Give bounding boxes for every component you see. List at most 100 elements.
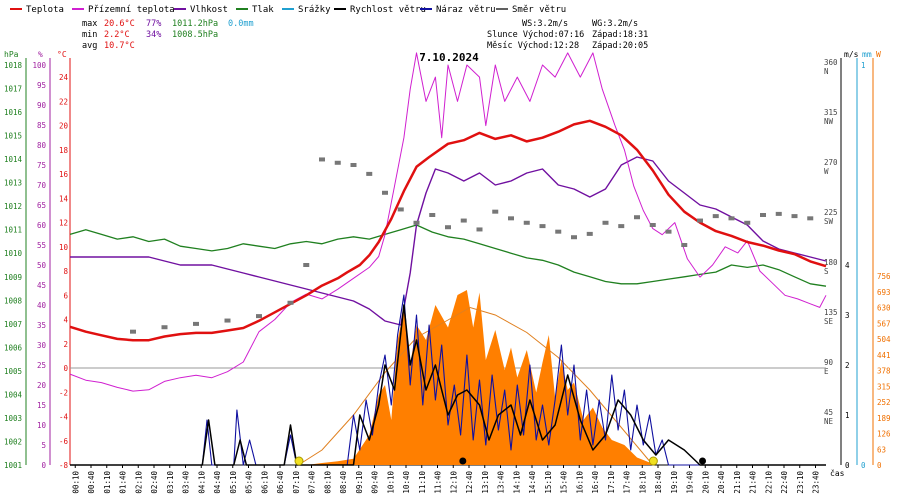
wind-dir-point xyxy=(460,218,467,223)
x-tick-label: 00:10 xyxy=(71,471,80,494)
unit-mm: mm xyxy=(862,50,872,59)
x-tick-label: 23:40 xyxy=(812,471,821,494)
tick-direction-name: SW xyxy=(824,217,834,226)
x-tick-label: 10:10 xyxy=(386,471,395,494)
wind-dir-point xyxy=(476,227,483,232)
wind-dir-point xyxy=(807,216,814,221)
wind-dir-point xyxy=(634,215,640,220)
wind-dir-point xyxy=(445,225,451,230)
x-tick-label: 15:10 xyxy=(544,471,553,494)
tick-temperature: 16 xyxy=(59,170,69,179)
x-tick-label: 04:40 xyxy=(213,471,222,494)
tick-wind: 0 xyxy=(845,461,850,470)
stats-avg-label: avg xyxy=(82,41,97,51)
tick-pressure: 1012 xyxy=(4,202,22,211)
tick-rain: 1 xyxy=(861,61,866,70)
legend-wind-speed: Rychlost větru xyxy=(350,5,426,15)
tick-labels: 1001100210031004100510061007100810091010… xyxy=(4,58,891,494)
sunset-marker xyxy=(648,456,658,466)
wind-wg: WG:3.2m/s xyxy=(592,19,638,29)
sunrise-marker xyxy=(294,456,304,466)
x-tick-label: 08:10 xyxy=(323,471,332,494)
tick-pressure: 1004 xyxy=(4,390,23,399)
sun-set: Západ:18:31 xyxy=(592,30,648,40)
tick-temperature: 4 xyxy=(63,316,68,325)
tick-pressure: 1010 xyxy=(4,249,23,258)
tick-pressure: 1009 xyxy=(4,273,22,282)
stats-min-label: min xyxy=(82,30,97,40)
tick-solar: 504 xyxy=(877,335,891,344)
tick-temperature: 20 xyxy=(59,122,69,131)
stats-max-label: max xyxy=(82,19,97,29)
wind-dir-point xyxy=(681,243,688,247)
wind-dir-point xyxy=(508,216,514,221)
wind-dir-point xyxy=(303,263,310,267)
tick-humidity: 5 xyxy=(41,441,46,450)
unit-ms: m/s xyxy=(844,50,859,59)
unit-pct: % xyxy=(38,50,43,59)
tick-solar: 756 xyxy=(877,272,891,281)
x-tick-label: 08:40 xyxy=(339,471,348,494)
tick-solar: 126 xyxy=(877,430,891,439)
x-tick-label: 23:10 xyxy=(796,471,805,494)
tick-temperature: 6 xyxy=(63,291,68,300)
wind-dir-point xyxy=(193,321,199,326)
x-tick-label: 11:10 xyxy=(418,471,427,494)
x-tick-label: 13:10 xyxy=(481,471,490,494)
x-tick-label: 04:10 xyxy=(197,471,206,494)
legend-pressure: Tlak xyxy=(252,5,274,15)
wind-ws: WS:3.2m/s xyxy=(522,19,568,29)
tick-direction-name: S xyxy=(824,267,829,276)
x-tick-label: 16:40 xyxy=(591,471,600,494)
x-tick-label: 22:10 xyxy=(764,471,773,494)
stats-max-press: 1011.2hPa xyxy=(172,19,218,29)
tick-solar: 693 xyxy=(877,288,891,297)
wind-dir-point xyxy=(334,160,341,165)
unit-w: W xyxy=(876,50,881,59)
x-tick-label: 21:10 xyxy=(733,471,742,494)
solar-area xyxy=(306,290,653,465)
wind-dir-point xyxy=(697,218,703,223)
tick-humidity: 90 xyxy=(37,101,47,110)
x-tick-label: 18:10 xyxy=(638,471,647,494)
legend-swatch-rain xyxy=(282,8,294,10)
x-tick-label: 16:10 xyxy=(575,471,584,494)
x-tick-label: 12:40 xyxy=(465,471,474,494)
sun-rise: Slunce Východ:07:16 xyxy=(487,30,584,40)
wind-dir-point xyxy=(413,220,420,225)
tick-direction-degrees: 315 xyxy=(824,108,838,117)
x-tick-label: 01:10 xyxy=(103,471,112,494)
x-tick-label: 06:40 xyxy=(276,471,285,494)
tick-rain: 0 xyxy=(861,461,866,470)
legend-swatch-ground-temp xyxy=(72,8,84,10)
ground-temp-line xyxy=(69,52,827,392)
tick-wind: 1 xyxy=(845,411,850,420)
wind-dir-point xyxy=(649,223,656,227)
x-tick-label: 06:10 xyxy=(260,471,269,494)
tick-direction-degrees: 90 xyxy=(824,358,834,367)
wind-dir-point xyxy=(224,318,231,323)
legend-swatch-humidity xyxy=(174,8,186,10)
tick-pressure: 1011 xyxy=(4,226,22,235)
tick-temperature: -2 xyxy=(59,388,68,397)
legend-temperature: Teplota xyxy=(26,5,64,15)
x-tick-label: 13:40 xyxy=(497,471,506,494)
moon-rise: Měsíc Východ:12:28 xyxy=(487,41,579,51)
wind-dir-point xyxy=(744,220,751,225)
legend-swatch-wind-speed xyxy=(334,8,346,10)
legend: Teplota Přízemní teplota Vlhkost Tlak Sr… xyxy=(10,5,566,15)
chart-title: 7.10.2024 xyxy=(419,51,479,64)
tick-humidity: 50 xyxy=(37,261,47,270)
wind-dir-point xyxy=(586,231,593,236)
tick-temperature: -6 xyxy=(59,437,69,446)
stats-min-press: 1008.5hPa xyxy=(172,30,218,40)
stats-max-temp: 20.6°C xyxy=(104,19,135,29)
temperature-line xyxy=(69,119,827,342)
tick-pressure: 1008 xyxy=(4,296,23,305)
tick-temperature: -8 xyxy=(59,461,69,470)
wind-dir-point xyxy=(760,213,766,217)
tick-direction-degrees: 45 xyxy=(824,408,833,417)
moonrise-marker xyxy=(459,457,467,465)
sun-moon-markers xyxy=(294,456,707,466)
x-tick-label: 05:40 xyxy=(245,471,254,494)
